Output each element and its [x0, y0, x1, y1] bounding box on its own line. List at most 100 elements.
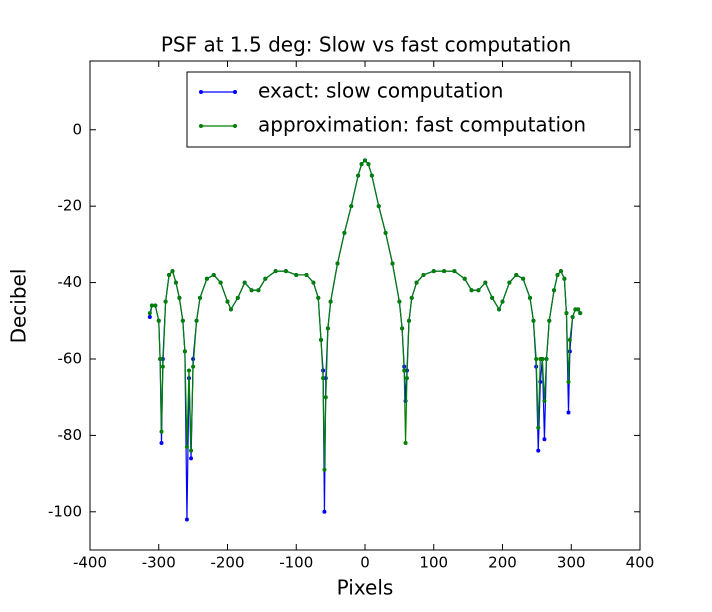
point [538, 379, 543, 384]
point [159, 429, 164, 434]
point [359, 162, 364, 167]
point [242, 280, 247, 285]
point [249, 288, 254, 293]
point [325, 326, 330, 331]
point [263, 276, 268, 281]
point [567, 337, 572, 342]
point [180, 318, 185, 323]
point [342, 230, 347, 235]
point [421, 272, 426, 277]
point [316, 295, 321, 300]
legend-marker [233, 90, 237, 94]
point [322, 467, 327, 472]
point [404, 376, 409, 381]
point [414, 280, 419, 285]
legend-label: exact: slow computation [258, 79, 503, 103]
point [173, 280, 178, 285]
point [555, 272, 560, 277]
x-tick-label: 300 [557, 554, 586, 572]
y-tick-label: -100 [48, 502, 82, 520]
point [566, 379, 571, 384]
point [147, 311, 152, 316]
point [507, 280, 512, 285]
point [218, 280, 223, 285]
point [184, 444, 189, 449]
point [198, 295, 202, 300]
point [256, 288, 261, 293]
point [402, 368, 407, 373]
point [322, 509, 327, 514]
x-tick-label: 100 [419, 554, 448, 572]
point [476, 288, 481, 293]
point [321, 376, 326, 381]
point [349, 204, 354, 209]
x-axis-label: Pixels [337, 576, 394, 600]
point [283, 269, 288, 274]
y-tick-label: 0 [72, 120, 82, 138]
point [534, 356, 539, 361]
point [452, 269, 457, 274]
point [490, 295, 495, 300]
x-tick-label: -100 [279, 554, 313, 572]
y-axis-label: Decibel [7, 269, 31, 344]
point [304, 272, 309, 277]
point [570, 314, 575, 319]
point [187, 368, 191, 373]
point [158, 356, 163, 361]
point [167, 272, 172, 277]
point [462, 276, 467, 281]
point [483, 280, 488, 285]
point [578, 311, 583, 316]
point [189, 456, 194, 461]
point [542, 399, 547, 404]
point [540, 356, 545, 361]
point [403, 441, 408, 446]
point [531, 318, 536, 323]
point [576, 307, 581, 312]
plot-frame [89, 60, 641, 551]
point [390, 261, 395, 266]
point [409, 295, 414, 300]
point [366, 162, 371, 167]
point [514, 272, 519, 277]
point [311, 280, 316, 285]
point [544, 356, 549, 361]
series-line [149, 159, 581, 520]
point [356, 173, 361, 178]
point [184, 517, 189, 522]
point [225, 299, 230, 304]
point [335, 261, 340, 266]
point [163, 299, 168, 304]
point [469, 288, 474, 293]
chart-title: PSF at 1.5 deg: Slow vs fast computation [161, 33, 571, 57]
x-tick-label: 0 [360, 554, 370, 572]
x-tick-label: 400 [626, 554, 655, 572]
point [407, 318, 411, 323]
y-tick-label: -60 [58, 349, 83, 367]
point [564, 311, 569, 316]
point [182, 349, 187, 354]
point [500, 299, 505, 304]
point [528, 295, 532, 300]
point [156, 318, 161, 323]
point [542, 437, 547, 442]
point [191, 364, 196, 369]
point [177, 295, 182, 300]
point [431, 269, 436, 274]
point [294, 272, 299, 277]
point [363, 158, 367, 163]
point [211, 272, 216, 277]
point [319, 337, 323, 342]
y-tick-label: -80 [58, 426, 83, 444]
point [159, 441, 164, 446]
series-line [149, 159, 581, 470]
y-tick-label: -40 [58, 273, 83, 291]
point [497, 307, 502, 312]
point [323, 395, 328, 400]
legend-marker [199, 90, 203, 94]
point [376, 204, 381, 209]
point [521, 276, 526, 281]
legend-label: approximation: fast computation [258, 113, 586, 137]
legend-marker [233, 124, 237, 128]
point [442, 269, 447, 274]
